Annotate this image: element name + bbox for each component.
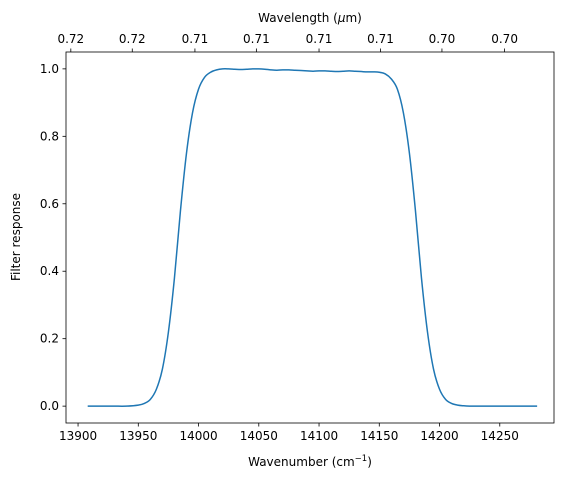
top-tick-label: 0.70 [491, 32, 518, 46]
y-tick-label: 0.2 [40, 332, 59, 346]
series-line [87, 68, 538, 407]
y-tick-label: 0.8 [40, 129, 59, 143]
x-axis-ticks: 13900 13950 14000 14050 14100 14150 14200 14250 [59, 423, 519, 443]
x-tick-label: 14000 [179, 429, 217, 443]
y-tick-label: 1.0 [40, 62, 59, 76]
x-tick-label: 14200 [420, 429, 458, 443]
top-tick-label: 0.72 [57, 32, 84, 46]
x-tick-label: 13950 [119, 429, 157, 443]
y-tick-label: 0.0 [40, 399, 59, 413]
top-tick-label: 0.71 [182, 32, 209, 46]
x-tick-label: 13900 [59, 429, 97, 443]
top-axis-label: Wavelength (μm) [258, 11, 362, 25]
plot-frame [65, 51, 555, 424]
top-axis-ticks: 0.72 0.72 0.71 0.71 0.71 0.71 0.70 0.70 [57, 32, 518, 52]
y-axis-label: Filter response [9, 193, 23, 281]
y-tick-label: 0.4 [40, 264, 59, 278]
plot-background [66, 52, 554, 423]
top-tick-label: 0.71 [367, 32, 394, 46]
top-tick-label: 0.70 [429, 32, 456, 46]
x-tick-label: 14150 [360, 429, 398, 443]
x-tick-label: 14250 [481, 429, 519, 443]
y-tick-label: 0.6 [40, 197, 59, 211]
top-tick-label: 0.71 [306, 32, 333, 46]
top-tick-label: 0.72 [119, 32, 146, 46]
x-tick-label: 14100 [300, 429, 338, 443]
x-tick-label: 14050 [240, 429, 278, 443]
top-tick-label: 0.71 [243, 32, 270, 46]
x-axis-label: Wavenumber (cm−1) [248, 454, 372, 469]
y-axis-ticks: 0.0 0.2 0.4 0.6 0.8 1.0 [40, 62, 66, 413]
